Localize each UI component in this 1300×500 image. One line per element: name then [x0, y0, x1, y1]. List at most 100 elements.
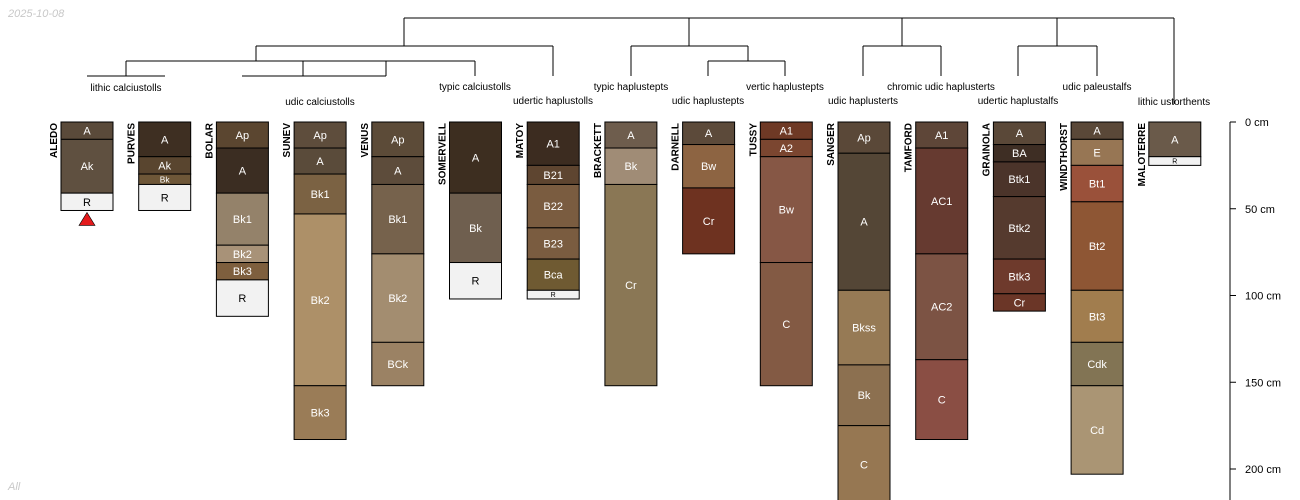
horizon-rect	[837, 289, 891, 366]
horizon-label: Bk1	[311, 189, 330, 201]
horizon-label: Cr	[703, 216, 715, 228]
horizon-label: Ap	[313, 130, 326, 142]
horizon-label: Btk1	[1008, 174, 1030, 186]
horizon-label: AC1	[931, 196, 952, 208]
horizon-rect	[60, 138, 114, 194]
taxon-label: typic calciustolls	[439, 82, 511, 93]
horizon-rect	[60, 192, 114, 211]
horizon-label: A	[1093, 126, 1101, 138]
profile-name: VENUS	[360, 123, 371, 158]
horizon-rect	[293, 213, 347, 387]
horizon-label: Bt3	[1089, 311, 1106, 323]
horizon-label: A	[394, 166, 402, 178]
horizon-rect	[293, 147, 347, 175]
soil-profile: A BA Btk1 Btk2 Btk3 Cr GRAINOLA	[981, 121, 1046, 312]
horizon-rect	[215, 279, 269, 317]
horizon-label: A	[239, 166, 247, 178]
taxon-label: udic haplustepts	[672, 96, 744, 107]
profile-name: TAMFORD	[904, 123, 915, 172]
soil-profile: Ap A Bkss Bk C SANGER	[826, 121, 891, 500]
horizon-label: Bk2	[233, 249, 252, 261]
horizon-label: C	[938, 395, 946, 407]
horizon-rect	[1070, 201, 1124, 291]
depth-tick-label: 100 cm	[1245, 291, 1281, 303]
horizon-label: C	[782, 319, 790, 331]
horizon-rect	[682, 187, 736, 255]
horizon-label: Bk3	[311, 408, 330, 420]
horizon-label: E	[1093, 147, 1100, 159]
horizon-rect	[682, 144, 736, 189]
horizon-label: R	[1172, 159, 1177, 166]
taxon-label: udertic haplustolls	[513, 96, 593, 107]
horizon-label: A1	[546, 139, 559, 151]
soil-profile: A1 A2 Bw C TUSSY	[748, 121, 813, 387]
horizon-label: Bca	[544, 270, 564, 282]
horizon-rect	[449, 121, 502, 194]
horizon-label: Bk	[160, 174, 171, 184]
horizon-rect	[759, 262, 813, 387]
profile-name: GRAINOLA	[981, 123, 992, 176]
horizon-label: B23	[543, 238, 563, 250]
dendrogram	[87, 17, 1175, 104]
horizon-rect	[371, 341, 425, 387]
date-label: 2025-10-08	[8, 8, 65, 20]
horizon-rect	[1070, 385, 1124, 475]
soil-profile: A Ak Bk R PURVES	[127, 121, 192, 211]
horizon-rect	[138, 183, 192, 211]
horizon-label: Bw	[701, 161, 716, 173]
horizon-rect	[837, 121, 891, 154]
horizon-rect	[526, 183, 580, 229]
taxon-label: udertic haplustalfs	[978, 96, 1059, 107]
horizon-rect	[604, 183, 658, 387]
horizon-label: Bk	[624, 161, 637, 173]
soil-profile: Ap A Bk1 Bk2 Bk3 SUNEV	[282, 121, 347, 441]
horizon-rect	[371, 156, 425, 185]
horizon-label: BA	[1012, 148, 1027, 160]
horizon-label: A2	[780, 143, 793, 155]
horizon-label: Bkss	[852, 323, 876, 335]
horizon-rect	[293, 385, 347, 441]
horizon-label: A	[1016, 128, 1024, 140]
soil-profile: A Bw Cr DARNELL	[671, 121, 736, 255]
horizon-label: Bk	[469, 223, 482, 235]
horizon-rect	[215, 147, 269, 194]
horizon-rect	[992, 161, 1046, 198]
soil-profile: Ap A Bk1 Bk2 Bk3 R BOLAR	[204, 121, 269, 317]
taxon-label: typic haplustepts	[594, 82, 669, 93]
horizon-rect	[915, 359, 969, 441]
horizon-label: Cr	[625, 280, 637, 292]
horizon-label: A1	[780, 126, 793, 138]
horizon-label: R	[83, 197, 91, 209]
horizon-label: R	[551, 292, 556, 299]
horizon-rect	[526, 121, 580, 166]
profile-name: MATOY	[515, 123, 526, 159]
horizon-rect	[449, 192, 502, 264]
horizon-rect	[293, 173, 347, 215]
horizon-label: Bt1	[1089, 179, 1106, 191]
profile-name: PURVES	[127, 123, 138, 164]
profile-name: SANGER	[826, 122, 837, 166]
horizon-label: A	[83, 126, 91, 138]
soil-profile: A Ak R ALEDO	[49, 121, 114, 226]
horizon-label: A	[705, 128, 713, 140]
depth-axis: 0 cm 50 cm 100 cm 150 cm 200 cm	[1229, 117, 1281, 500]
profile-name: BRACKETT	[593, 123, 604, 178]
horizon-label: A1	[935, 130, 948, 142]
horizon-label: Bk	[858, 390, 871, 402]
soil-profile: A R MALOTERRE	[1137, 121, 1202, 186]
profile-name: DARNELL	[671, 123, 682, 171]
soil-profile: A Bk Cr BRACKETT	[593, 121, 658, 387]
horizon-label: Bk1	[233, 214, 252, 226]
horizon-label: C	[860, 460, 868, 472]
horizon-label: Ap	[857, 133, 870, 145]
profile-name: SOMERVELL	[438, 123, 449, 185]
horizon-rect	[1148, 156, 1202, 166]
soil-profile: A Bk R SOMERVELL	[438, 121, 502, 300]
horizon-rect	[1070, 138, 1124, 166]
horizon-label: Bk2	[311, 295, 330, 307]
horizon-label: Bk2	[388, 293, 407, 305]
horizon-rect	[837, 152, 891, 291]
horizon-rect	[759, 156, 813, 264]
taxon-label: vertic haplustepts	[746, 82, 824, 93]
